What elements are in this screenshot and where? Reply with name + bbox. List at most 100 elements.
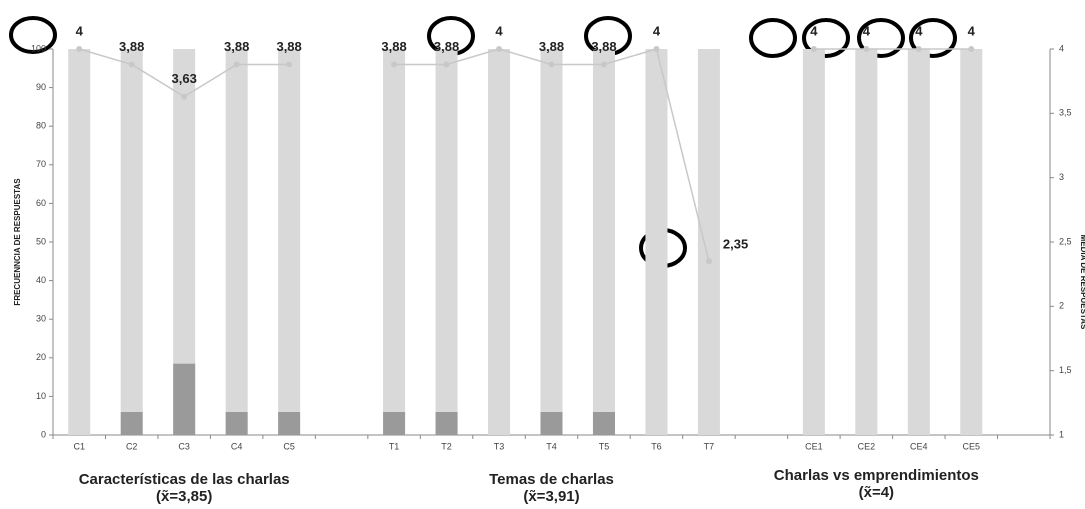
bar-segment xyxy=(435,49,458,412)
x-tick-label: CE5 xyxy=(963,441,981,451)
line-point xyxy=(391,61,398,68)
line-point xyxy=(863,46,870,52)
line-point xyxy=(810,46,817,52)
value-label: 3,88 xyxy=(276,39,301,54)
value-label: 3,88 xyxy=(224,39,249,54)
group-label: Características de las charlas xyxy=(79,471,290,488)
group-label: (x̃=4) xyxy=(859,484,894,501)
y-tick-label: 100 xyxy=(31,43,46,53)
y2-tick-label: 3,5 xyxy=(1059,108,1072,118)
y2-tick-label: 2,5 xyxy=(1059,236,1072,246)
y-tick-label: 10 xyxy=(36,391,46,401)
bar-segment xyxy=(645,49,668,435)
x-tick-label: CE2 xyxy=(858,441,876,451)
x-tick-label: T7 xyxy=(704,441,715,451)
y2-tick-label: 4 xyxy=(1059,43,1064,53)
y2-axis-title: MEDIA DE RESPUESTAS xyxy=(1079,235,1085,330)
highlight-circle xyxy=(9,16,57,54)
group-label: Charlas vs emprendimientos xyxy=(774,467,979,484)
x-tick-label: T4 xyxy=(546,441,557,451)
bar-segment xyxy=(68,49,91,435)
bar-segment xyxy=(278,49,301,412)
bar-segment xyxy=(907,49,930,435)
value-label: 3,88 xyxy=(591,39,616,54)
line-point xyxy=(496,46,503,52)
value-label: 4 xyxy=(810,23,818,38)
y-tick-label: 20 xyxy=(36,352,46,362)
value-label: 3,88 xyxy=(539,39,564,54)
value-label: 4 xyxy=(968,23,976,38)
y-tick-label: 40 xyxy=(36,275,46,285)
highlight-circle xyxy=(749,18,797,58)
bar-segment xyxy=(802,49,825,435)
line-point xyxy=(705,258,712,265)
x-tick-label: T2 xyxy=(441,441,452,451)
bar-segment xyxy=(173,49,196,364)
bar-segment xyxy=(225,411,248,435)
value-label: 2,35 xyxy=(723,237,748,252)
line-point xyxy=(653,46,660,52)
x-tick-label: T5 xyxy=(599,441,610,451)
bar-segment xyxy=(488,49,511,435)
x-tick-label: C1 xyxy=(73,441,85,451)
x-tick-label: T6 xyxy=(651,441,662,451)
y-tick-label: 30 xyxy=(36,314,46,324)
value-label: 4 xyxy=(863,23,871,38)
value-label: 4 xyxy=(76,23,84,38)
y-tick-label: 80 xyxy=(36,121,46,131)
bar-segment xyxy=(592,411,615,435)
line-point xyxy=(286,61,293,68)
bar-segment xyxy=(225,49,248,412)
bar-segment xyxy=(120,411,143,435)
x-tick-label: C2 xyxy=(126,441,138,451)
y-tick-label: 0 xyxy=(41,429,46,439)
x-tick-label: CE1 xyxy=(805,441,823,451)
x-tick-label: C3 xyxy=(178,441,190,451)
y-axis-title: FRECUENNCIA DE RESPUESTAS xyxy=(13,178,22,306)
highlight-circle xyxy=(909,18,957,58)
bar-segment xyxy=(120,49,143,412)
y2-tick-label: 1 xyxy=(1059,429,1064,439)
bar-segment xyxy=(383,49,406,412)
y2-tick-label: 1,5 xyxy=(1059,365,1072,375)
value-label: 4 xyxy=(495,23,503,38)
value-label: 3,88 xyxy=(119,39,144,54)
y2-tick-label: 2 xyxy=(1059,301,1064,311)
line-point xyxy=(600,61,607,68)
line-point xyxy=(233,61,240,68)
highlight-circle xyxy=(857,18,905,58)
line-point xyxy=(443,61,450,68)
x-tick-label: C4 xyxy=(231,441,243,451)
line-point xyxy=(181,93,188,100)
value-label: 3,88 xyxy=(381,39,406,54)
bar-segment xyxy=(540,411,563,435)
line-point xyxy=(76,46,83,52)
value-label: 4 xyxy=(653,23,661,38)
y-tick-label: 60 xyxy=(36,198,46,208)
value-label: 3,88 xyxy=(434,39,459,54)
bar-segment xyxy=(540,49,563,412)
bar-segment xyxy=(960,49,983,435)
x-tick-label: C5 xyxy=(283,441,295,451)
y-tick-label: 70 xyxy=(36,159,46,169)
bar-segment xyxy=(383,411,406,435)
x-tick-label: T3 xyxy=(494,441,505,451)
bar-segment xyxy=(278,411,301,435)
y-tick-label: 90 xyxy=(36,82,46,92)
bar-segment xyxy=(592,49,615,412)
x-tick-label: T1 xyxy=(389,441,400,451)
highlight-circle xyxy=(802,18,850,58)
line-point xyxy=(915,46,922,52)
group-label: (x̃=3,85) xyxy=(156,488,212,505)
group-label: Temas de charlas xyxy=(489,471,614,488)
value-label: 3,63 xyxy=(172,71,197,86)
value-label: 4 xyxy=(915,23,923,38)
x-tick-label: CE4 xyxy=(910,441,928,451)
bar-segment xyxy=(435,411,458,435)
group-label: (x̃=3,91) xyxy=(523,488,579,505)
y2-tick-label: 3 xyxy=(1059,172,1064,182)
y-tick-label: 50 xyxy=(36,236,46,246)
line-point xyxy=(968,46,975,52)
line-point xyxy=(128,61,135,68)
